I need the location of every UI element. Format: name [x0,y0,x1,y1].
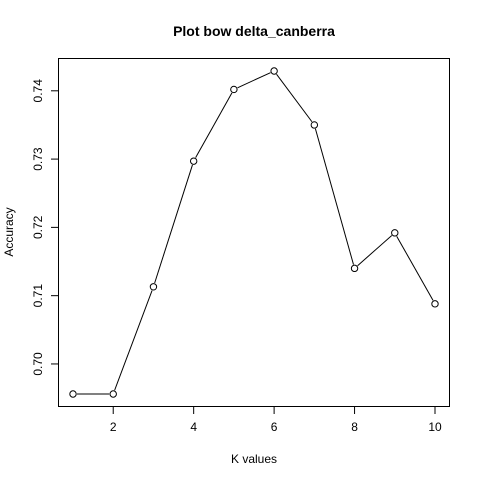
data-point [69,390,77,398]
series-line-segment [154,164,193,284]
x-tick-label: 8 [351,420,358,434]
x-tick-label: 6 [271,420,278,434]
series-line-segment [237,72,271,89]
data-point [230,85,238,94]
y-tick-label: 0.70 [31,352,45,376]
data-point [149,283,158,291]
y-tick-label: 0.74 [31,79,45,103]
series-line-segment [276,73,313,123]
y-axis-label: Accuracy [2,207,16,256]
y-axis: 0.70 0.71 0.72 0.73 0.74 [31,79,58,376]
chart-title: Plot bow delta_canberra [173,23,335,39]
plot-frame [58,58,450,407]
y-tick-label: 0.73 [31,147,45,171]
data-point [270,67,278,75]
data-point [310,121,319,129]
y-tick-label: 0.71 [31,284,45,308]
data-point [189,157,198,165]
data-point [391,229,399,237]
data-point [431,300,439,308]
series-line-segment [314,128,354,265]
data-series [69,67,439,398]
series-line-segment [195,92,233,158]
series-line-segment [396,236,434,301]
x-tick-label: 4 [190,420,197,434]
series-line-segment [357,235,393,267]
data-point [350,264,359,273]
data-point [109,390,117,398]
x-tick-label: 10 [428,420,442,434]
x-axis-label: K values [231,452,277,466]
x-axis: 2 4 6 8 10 [110,407,442,434]
x-tick-label: 2 [110,420,117,434]
series-line-segment [114,290,153,391]
y-tick-label: 0.72 [31,215,45,239]
